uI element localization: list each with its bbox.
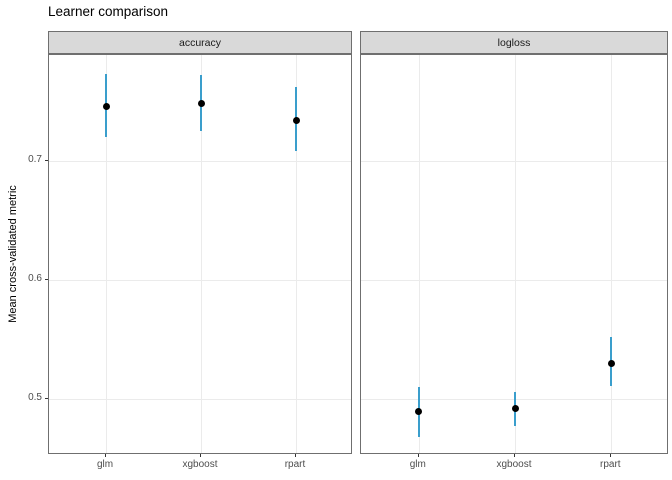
x-tick-label-xgboost: xgboost [182,459,218,470]
major-gridline-horizontal [49,399,351,400]
y-tick-mark [45,279,48,280]
x-tick-label-glm: glm [409,459,426,470]
major-gridline-vertical [201,55,202,453]
x-tick-label-xgboost: xgboost [496,459,532,470]
facet-strip-label: accuracy [178,36,221,49]
major-gridline-vertical [296,55,297,453]
x-tick-mark [417,454,419,457]
mean-point-rpart [292,117,300,124]
x-tick-mark [295,454,296,457]
x-tick-mark [610,454,612,457]
facet-strip-label: logloss [497,36,531,49]
mean-point-rpart [607,359,615,367]
mean-point-xgboost [197,100,205,108]
y-tick-mark [45,398,48,399]
major-gridline-horizontal [49,280,351,281]
major-gridline-vertical [106,55,107,453]
y-tick-mark [45,160,48,161]
mean-point-xgboost [511,405,519,413]
x-tick-mark [105,454,106,457]
x-tick-mark [514,454,515,457]
mean-point-glm [102,102,110,110]
y-axis-title: Mean cross-validated metric [7,185,19,323]
major-gridline-vertical [611,55,613,453]
y-tick-label-0.6: 0.6 [28,273,42,284]
x-tick-label-rpart: rpart [600,459,621,470]
facet-strip-logloss: logloss [360,31,668,54]
x-tick-label-glm: glm [96,459,114,470]
plot-title: Learner comparison [48,4,169,19]
x-tick-label-rpart: rpart [284,459,306,470]
y-tick-label-0.7: 0.7 [28,154,42,165]
major-gridline-vertical [418,55,420,453]
major-gridline-horizontal [361,280,667,281]
major-gridline-horizontal [49,161,351,162]
y-tick-label-0.5: 0.5 [28,392,42,403]
major-gridline-horizontal [361,161,667,162]
x-tick-mark [200,454,201,457]
mean-point-glm [415,407,423,415]
facet-strip-accuracy: accuracy [48,31,352,54]
panel-accuracy [48,54,352,454]
panel-logloss [360,54,668,454]
major-gridline-vertical [515,55,516,453]
